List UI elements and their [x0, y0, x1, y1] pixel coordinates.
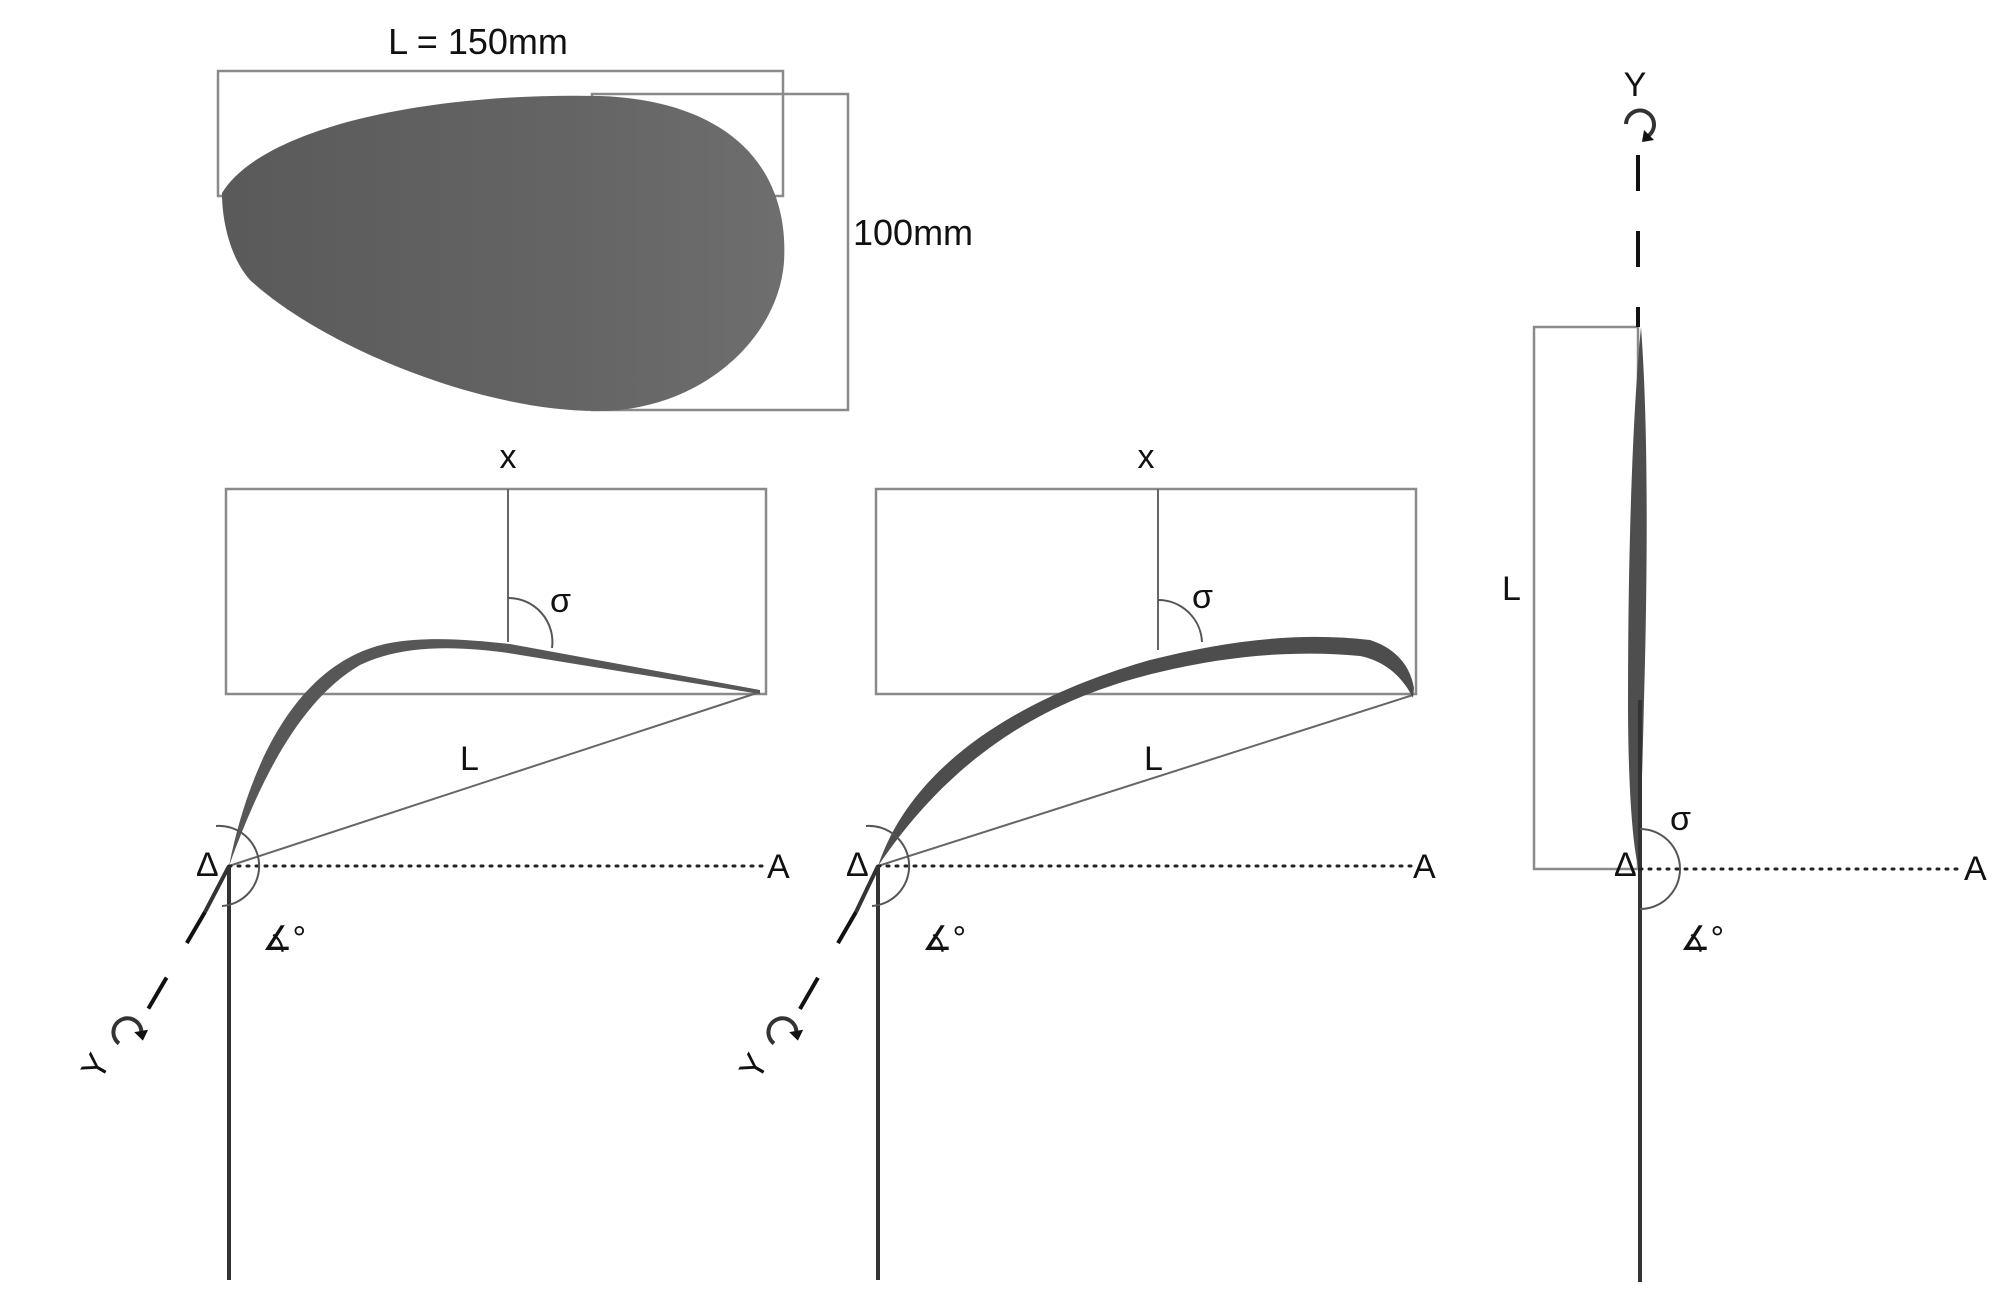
panel-left-blade-section	[229, 639, 760, 866]
panel-middle-y-label: Y	[732, 1047, 776, 1086]
panel-right-blade-section	[1628, 327, 1647, 866]
panel-middle-angle-label: ∡°	[922, 920, 966, 958]
panel-left-sigma-label: σ	[550, 582, 571, 620]
panel-right: Y L σ Δ A ∡°	[1502, 66, 1987, 1282]
panel-middle-l-label: L	[1144, 740, 1163, 778]
panel-left-rotation-icon	[111, 1016, 149, 1046]
panel-left-angle-label: ∡°	[262, 920, 306, 958]
panel-middle-a-label: A	[1413, 848, 1436, 886]
panel-right-rotation-icon	[1624, 108, 1656, 142]
blade-top-view: L = 150mm 100mm	[216, 21, 973, 412]
panel-left-x-label: x	[500, 438, 517, 476]
panel-left-y-label: Y	[74, 1047, 118, 1086]
panel-right-delta-label: Δ	[1614, 846, 1637, 884]
panel-left-rotation-axis-dashed	[128, 910, 207, 1042]
panel-left-chord-line	[228, 691, 761, 867]
panel-left-sigma-arc	[507, 596, 554, 649]
panel-middle-rotation-axis-dashed	[780, 910, 858, 1042]
panel-right-frame	[1532, 325, 1640, 871]
panel-middle-x-label: x	[1138, 438, 1155, 476]
panel-middle-sigma-arc	[1157, 598, 1203, 643]
panel-right-sigma-arc	[1639, 828, 1681, 910]
panel-middle: x σ L Δ A ∡° Y	[732, 438, 1436, 1280]
panel-right-l-label: L	[1502, 570, 1521, 608]
panel-middle-rotation-axis-solid	[854, 865, 880, 913]
blade-width-label: 100mm	[853, 212, 973, 253]
panel-right-y-label: Y	[1624, 66, 1647, 104]
panel-middle-rotation-icon	[766, 1016, 804, 1046]
panel-middle-frame	[874, 487, 1418, 696]
panel-left-rotation-axis-solid	[203, 865, 231, 913]
panel-left: x σ L Δ A ∡° Y	[74, 438, 790, 1280]
panel-left-frame	[224, 487, 768, 696]
panel-left-l-label: L	[460, 740, 479, 778]
panel-middle-sigma-label: σ	[1192, 578, 1213, 616]
panel-right-sigma-label: σ	[1670, 800, 1691, 838]
blade-length-label: L = 150mm	[388, 21, 568, 62]
panel-left-delta-arc	[215, 824, 261, 907]
panel-middle-delta-label: Δ	[846, 846, 869, 884]
panel-left-a-label: A	[767, 848, 790, 886]
panel-middle-chord-line	[877, 694, 1414, 867]
panel-left-delta-label: Δ	[196, 846, 219, 884]
panel-right-a-label: A	[1964, 850, 1987, 888]
panel-middle-delta-arc	[865, 824, 911, 907]
blade-shape	[222, 95, 785, 412]
panel-right-angle-label: ∡°	[1680, 920, 1724, 958]
